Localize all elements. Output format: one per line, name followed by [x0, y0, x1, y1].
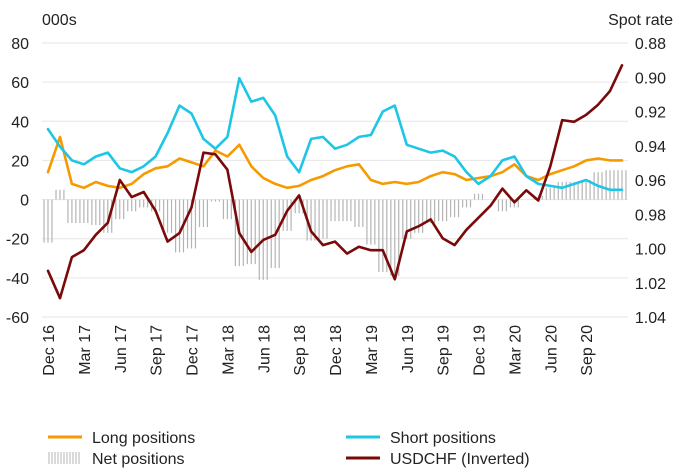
x-axis-tick-label: Jun 20 [543, 325, 560, 373]
x-axis-tick-label: Sep 17 [149, 325, 166, 376]
x-axis-tick-label: Jun 19 [400, 325, 417, 373]
right-axis-tick-label: 1.04 [635, 310, 666, 327]
left-axis-tick-label: -20 [6, 232, 29, 249]
x-axis-tick-label: Sep 20 [579, 325, 596, 376]
left-axis-tick-label: 40 [11, 114, 29, 131]
right-axis-tick-label: 0.88 [635, 36, 666, 53]
x-axis-tick-label: Jun 18 [256, 325, 273, 373]
x-axis-tick-label: Dec 18 [328, 325, 345, 376]
left-axis-tick-label: -40 [6, 271, 29, 288]
x-axis-tick-label: Mar 19 [364, 325, 381, 375]
right-axis-tick-label: 0.98 [635, 207, 666, 224]
net-positions-bars [43, 170, 627, 280]
right-axis-ticks: 0.88 0.90 0.92 0.94 0.96 0.98 1.00 1.02 1.04 [635, 36, 666, 327]
left-axis-tick-label: 0 [20, 193, 29, 210]
x-axis-tick-label: Dec 16 [41, 325, 58, 376]
left-axis-ticks: 80 60 40 20 0 -20 -40 -60 [6, 36, 29, 327]
left-axis-tick-label: 20 [11, 153, 29, 170]
short-positions-line [46, 76, 624, 192]
x-axis-tick-label: Mar 17 [77, 325, 94, 375]
right-axis-tick-label: 0.96 [635, 173, 666, 190]
x-axis-tick-label: Sep 18 [292, 325, 309, 376]
legend-label-usdchf-inverted: USDCHF (Inverted) [390, 451, 530, 468]
left-axis-tick-label: 80 [11, 36, 29, 53]
series-lines [46, 64, 624, 300]
right-axis-tick-label: 1.02 [635, 276, 666, 293]
long-positions-line [46, 135, 624, 190]
legend: Long positions Short positions Net positio… [48, 430, 530, 468]
left-axis-unit: 000s [42, 12, 77, 29]
x-axis-tick-label: Dec 17 [185, 325, 202, 376]
legend-label-short-positions: Short positions [390, 430, 496, 447]
right-axis-unit: Spot rate [608, 12, 673, 29]
x-axis-tick-label: Jun 17 [113, 325, 130, 373]
right-axis-tick-label: 0.92 [635, 105, 666, 122]
left-axis-tick-label: 60 [11, 75, 29, 92]
x-axis-tick-label: Mar 18 [220, 325, 237, 375]
x-axis-ticks: Dec 16 Mar 17 Jun 17 Sep 17 Dec 17 Mar 18 Jun … [41, 325, 596, 376]
x-axis-tick-label: Dec 19 [472, 325, 489, 376]
x-axis-tick-label: Mar 20 [507, 325, 524, 375]
left-axis-tick-label: -60 [6, 310, 29, 327]
right-axis-tick-label: 0.90 [635, 70, 666, 87]
right-axis-tick-label: 0.94 [635, 139, 666, 156]
legend-label-long-positions: Long positions [92, 430, 195, 447]
x-axis-tick-label: Sep 19 [436, 325, 453, 376]
legend-label-net-positions: Net positions [92, 451, 185, 468]
right-axis-tick-label: 1.00 [635, 242, 666, 259]
usdchf-inverted-line [46, 64, 624, 300]
